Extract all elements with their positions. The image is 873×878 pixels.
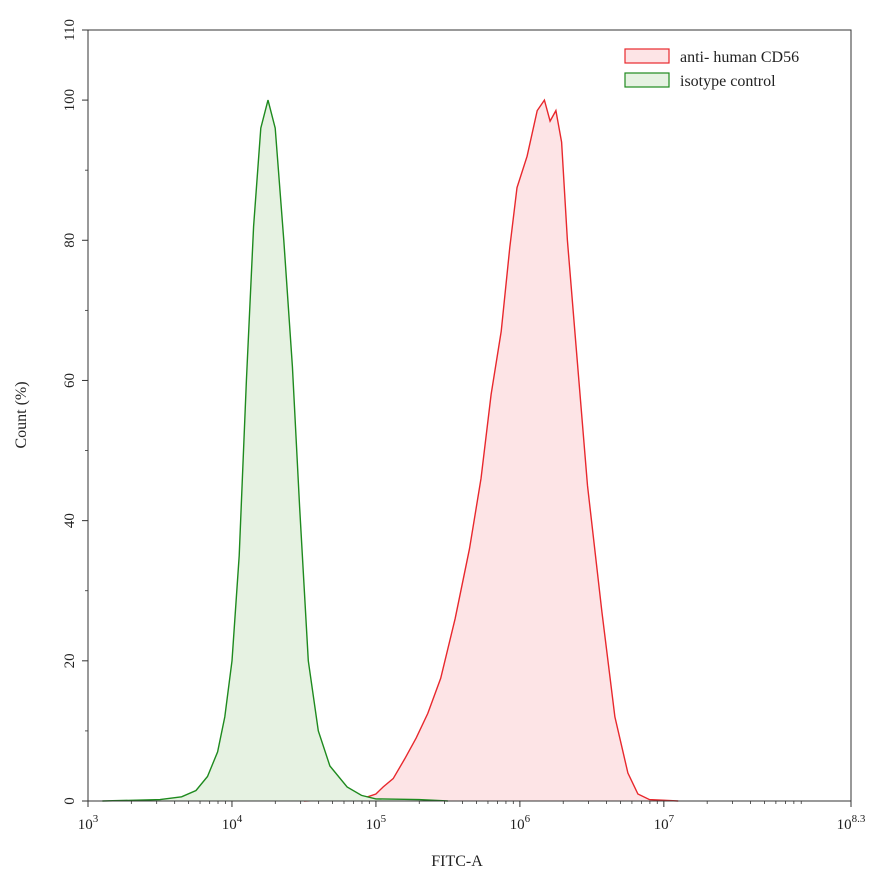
y-axis-title: Count (%): [13, 381, 30, 448]
y-tick-label: 40: [62, 513, 78, 528]
legend-swatch: [624, 48, 670, 64]
x-tick-label: 104: [222, 813, 243, 833]
y-axis: 0 20 40 60 80 100 110: [62, 19, 88, 805]
x-tick-label: 105: [366, 813, 387, 833]
y-tick-label: 80: [62, 233, 78, 248]
series-area-0: [303, 100, 679, 802]
legend-swatch: [624, 72, 670, 88]
plot-area-frame: [87, 29, 852, 802]
y-tick-label: 60: [62, 373, 78, 388]
legend: anti- human CD56 isotype control: [624, 48, 799, 90]
legend-label: anti- human CD56: [680, 49, 799, 66]
y-tick-label: 110: [62, 19, 78, 41]
y-tick-label: 0: [62, 797, 78, 805]
x-axis: 103 104 105 106 107 108.3: [78, 801, 866, 833]
legend-label: isotype control: [680, 73, 776, 90]
plot-series-layer: [102, 98, 679, 802]
series-line-1: [102, 99, 448, 802]
x-tick-label: 106: [510, 813, 531, 833]
y-tick-label: 20: [62, 653, 78, 668]
x-tick-label: 103: [78, 813, 99, 833]
series-line-0: [303, 98, 679, 802]
x-axis-title: FITC-A: [431, 853, 483, 870]
series-area-1: [102, 100, 448, 802]
y-tick-label: 100: [62, 89, 78, 112]
x-tick-label: 108.3: [837, 813, 866, 833]
x-tick-label: 107: [654, 813, 675, 833]
